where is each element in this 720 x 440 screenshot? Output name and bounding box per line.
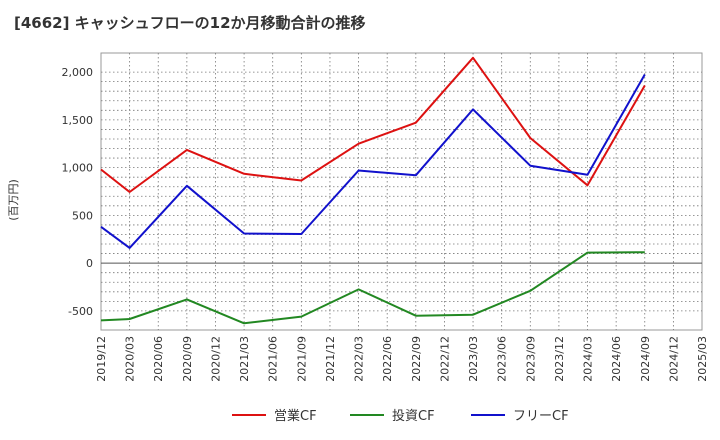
y-tick-label: -500	[68, 305, 93, 318]
series-line	[100, 74, 646, 249]
x-tick-label: 2025/03	[696, 336, 709, 382]
y-tick-label: 0	[86, 257, 93, 270]
x-tick-label: 2021/06	[267, 336, 280, 382]
y-tick-label: 500	[72, 209, 93, 222]
y-axis-label: (百万円)	[7, 179, 20, 221]
x-tick-label: 2020/03	[124, 336, 137, 382]
x-tick-label: 2020/06	[152, 336, 165, 382]
legend: 営業CF 投資CF フリーCF	[232, 408, 569, 424]
grid	[101, 53, 702, 330]
legend-label: フリーCF	[513, 409, 569, 424]
x-tick-label: 2023/03	[467, 336, 480, 382]
x-tick-label: 2022/09	[410, 336, 423, 382]
x-tick-label: 2024/06	[610, 336, 623, 382]
series-lines	[100, 56, 646, 325]
y-tick-label: 2,000	[62, 66, 94, 79]
x-tick-label: 2020/12	[209, 336, 222, 382]
x-tick-label: 2021/12	[324, 336, 337, 382]
x-tick-label: 2019/12	[95, 336, 108, 382]
chart-title: [4662] キャッシュフローの12か月移動合計の推移	[14, 14, 366, 32]
x-tick-label: 2023/06	[496, 336, 509, 382]
x-tick-label: 2024/03	[582, 336, 595, 382]
x-tick-label: 2022/06	[381, 336, 394, 382]
legend-label: 投資CF	[392, 408, 435, 424]
x-tick-labels: 2019/12 2020/03 2020/06 2020/09 2020/12 2021/…	[95, 336, 709, 382]
x-tick-label: 2021/09	[295, 336, 308, 382]
y-tick-labels: -500 0 500 1,000 1,500 2,000	[62, 66, 94, 318]
x-tick-label: 2021/03	[238, 336, 251, 382]
x-tick-label: 2024/12	[667, 336, 680, 382]
y-tick-label: 1,500	[62, 114, 94, 127]
x-tick-label: 2020/09	[181, 336, 194, 382]
x-tick-label: 2022/12	[438, 336, 451, 382]
x-tick-label: 2022/03	[353, 336, 366, 382]
series-line	[100, 251, 645, 325]
x-tick-label: 2023/12	[553, 336, 566, 382]
x-tick-label: 2024/09	[639, 336, 652, 382]
plot-area	[100, 52, 703, 331]
x-tick-label: 2023/09	[524, 336, 537, 382]
y-tick-label: 1,000	[62, 162, 94, 175]
legend-label: 営業CF	[274, 408, 317, 424]
series-line	[100, 56, 646, 193]
